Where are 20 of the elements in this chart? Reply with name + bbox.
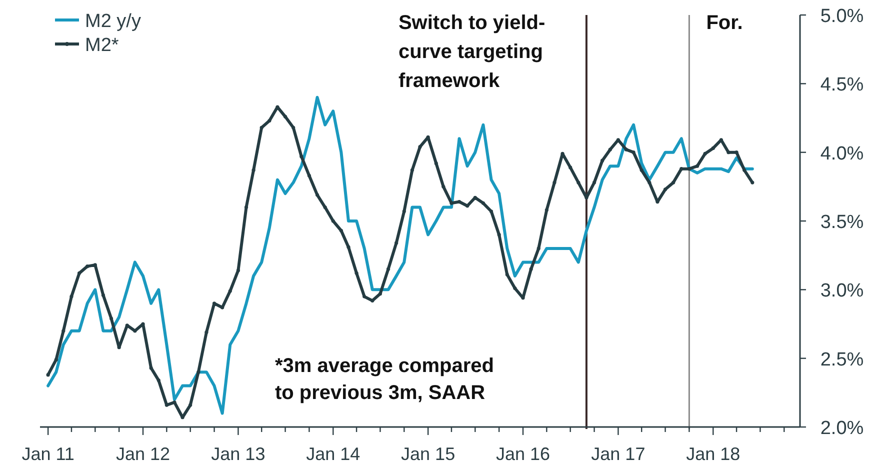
y-tick-label: 3.5% — [820, 212, 864, 233]
legend-label: M2* — [85, 35, 120, 56]
annotation: *3m average compared to previous 3m, SAAR — [275, 355, 494, 404]
x-tick-label: Jan 17 — [591, 444, 646, 464]
y-tick-label: 2.0% — [820, 418, 864, 439]
x-tick-label: Jan 18 — [686, 444, 740, 464]
x-tick-label: Jan 11 — [22, 444, 74, 464]
x-tick-label: Jan 13 — [211, 444, 266, 464]
y-tick-label: 2.5% — [820, 349, 864, 370]
y-tick-label: 4.5% — [820, 74, 864, 96]
x-tick-label: Jan 14 — [306, 444, 360, 464]
ref-line-label: Switch to yield-curve targeting framework — [398, 12, 546, 92]
y-tick-label: 3.0% — [820, 280, 864, 302]
ref-line-label: For. — [706, 12, 743, 34]
x-tick-label: Jan 12 — [116, 444, 170, 464]
x-tick-label: Jan 15 — [401, 444, 456, 464]
x-tick-label: Jan 16 — [496, 444, 550, 464]
y-tick-label: 4.0% — [820, 143, 864, 164]
legend-label: M2 y/y — [85, 11, 142, 32]
y-tick-label: 5.0% — [820, 6, 864, 27]
